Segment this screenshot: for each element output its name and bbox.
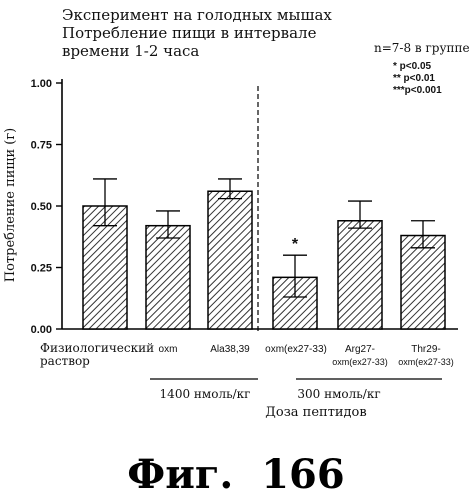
dose-groups: 1400 нмоль/кг 300 нмоль/кг	[150, 379, 442, 401]
significance-legend-2: ** p<0.01	[393, 73, 435, 84]
x-category-label: раствор	[40, 354, 90, 368]
bars	[83, 191, 445, 329]
x-category-label: oxm	[159, 344, 178, 355]
x-category-label: oxm(ex27-33)	[332, 357, 388, 367]
x-category-label: Thr29-	[411, 344, 440, 355]
x-category-labels: Физиологическийраствор oxm Ala38,39 oxm(ex2…	[40, 341, 454, 368]
bar	[146, 226, 190, 329]
x-category-label: oxm(ex27-33)	[398, 357, 454, 367]
error-bars	[93, 179, 435, 297]
y-ticks: 0.00 0.25 0.50 0.75 1.00	[31, 78, 62, 336]
x-category-label: Ala38,39	[210, 344, 250, 355]
header-line-3: времени 1-2 часа	[62, 42, 199, 60]
x-category-label: Arg27-	[345, 344, 375, 355]
y-tick-label: 0.50	[31, 201, 52, 213]
x-axis-label: Доза пептидов	[265, 405, 366, 420]
header-line-1: Эксперимент на голодных мышах	[62, 6, 332, 24]
y-tick-label: 0.00	[31, 324, 52, 336]
y-tick-label: 0.75	[31, 140, 52, 152]
significance-legend-1: * p<0.05	[393, 61, 432, 72]
significance-legend-3: ***p<0.001	[393, 85, 442, 96]
y-tick-label: 0.25	[31, 263, 52, 275]
x-category-label: Физиологический	[40, 341, 154, 355]
significance-mark: *	[292, 236, 299, 253]
dose-group-label: 1400 нмоль/кг	[160, 387, 251, 401]
bar	[208, 191, 252, 329]
y-axis-label: Потребление пищи (г)	[3, 128, 18, 282]
bar	[338, 221, 382, 329]
group-size-note: n=7-8 в группе	[374, 41, 470, 55]
header-line-2: Потребление пищи в интервале	[62, 24, 317, 42]
dose-group-label: 300 нмоль/кг	[297, 387, 380, 401]
figure-caption: Фиг. 166	[127, 451, 344, 498]
y-tick-label: 1.00	[31, 78, 52, 90]
significance-marks: *	[292, 236, 299, 253]
bar	[401, 236, 445, 329]
x-category-label: oxm(ex27-33)	[265, 344, 327, 355]
